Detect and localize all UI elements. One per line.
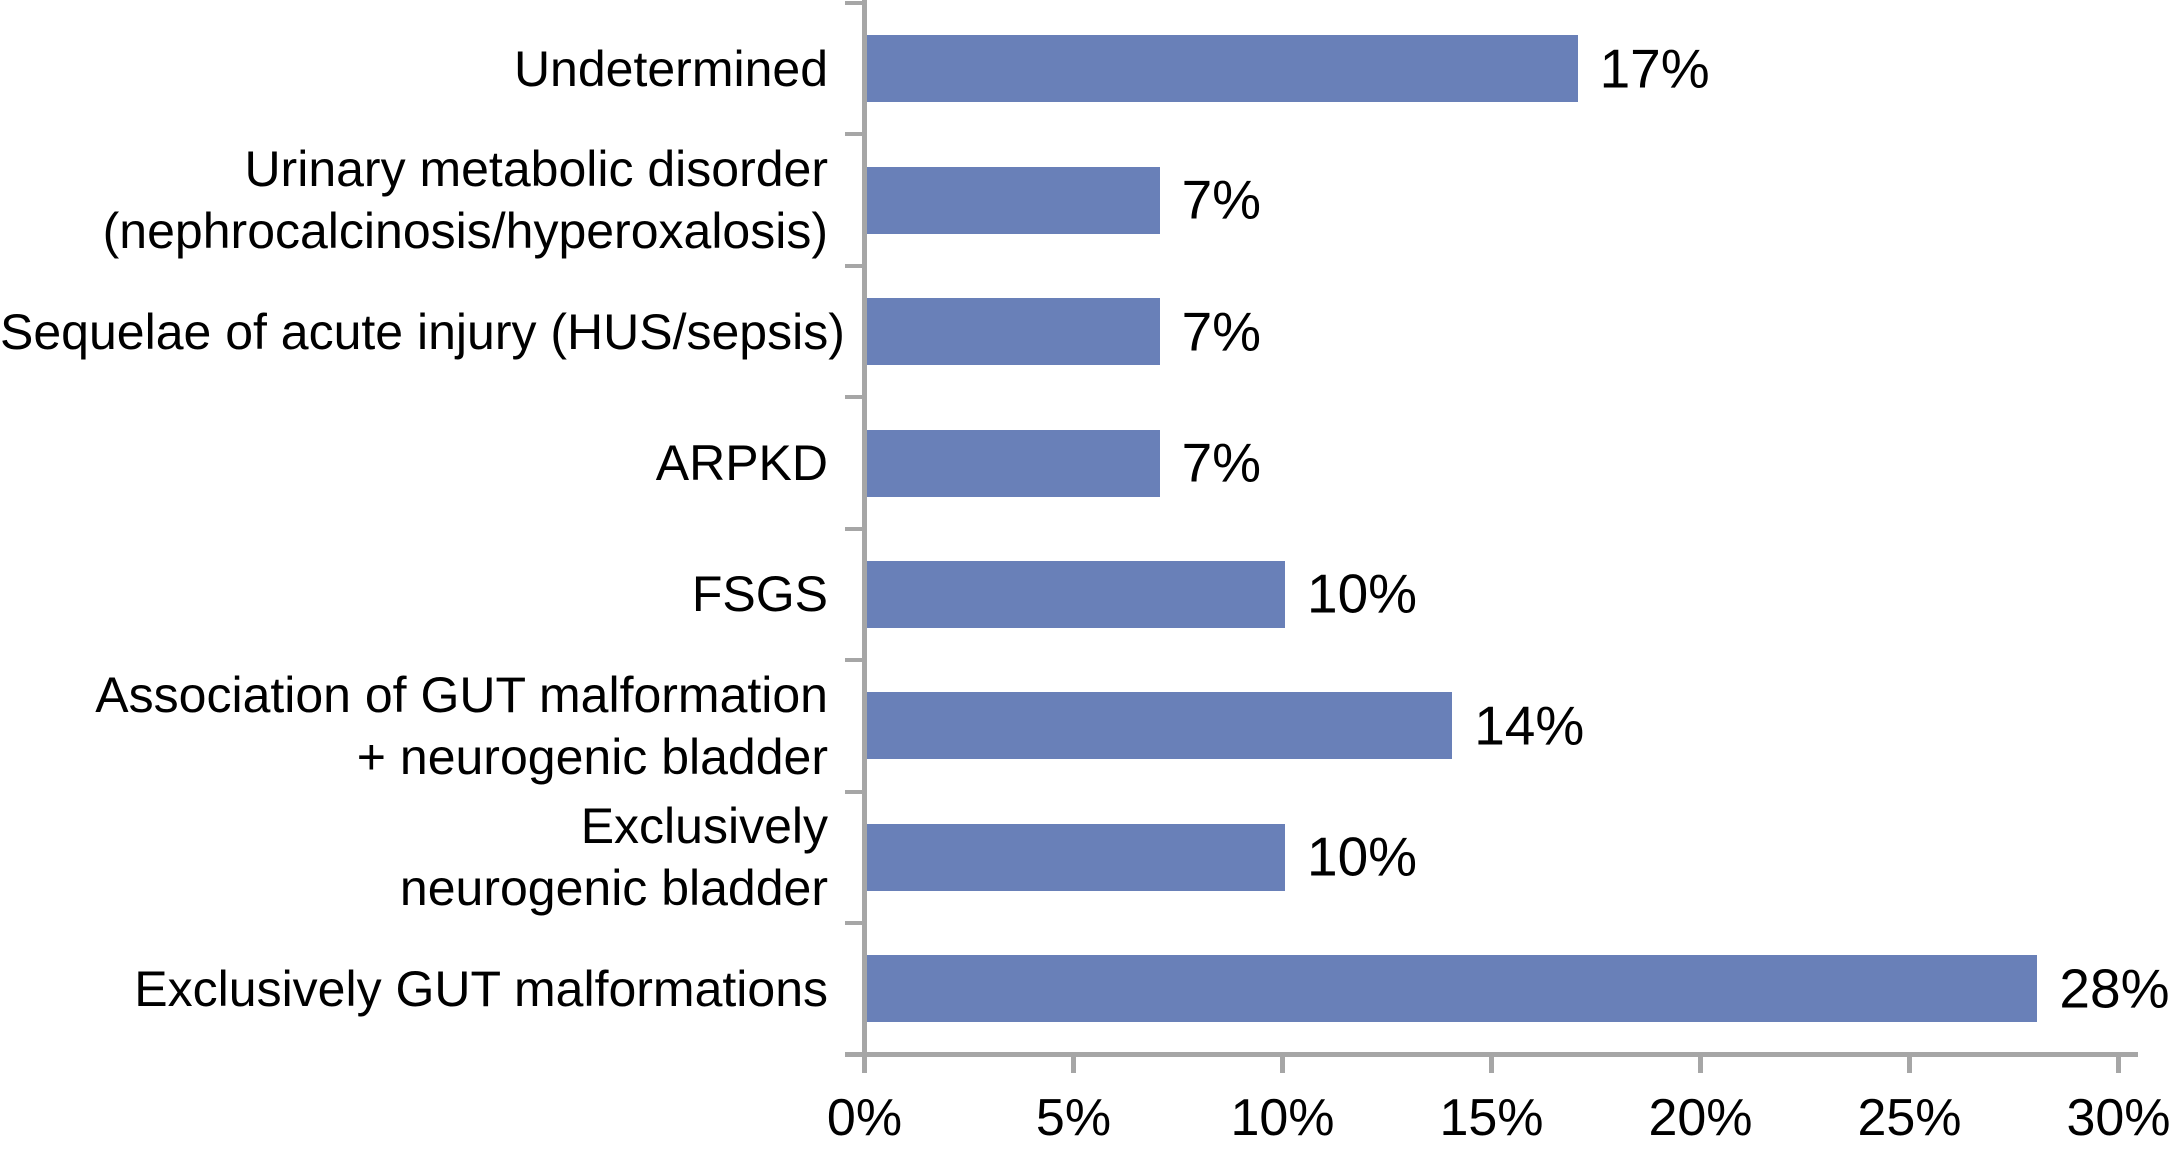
x-axis-tick-label: 0% <box>826 1089 903 1147</box>
category-label: Undetermined <box>0 38 828 100</box>
value-label: 10% <box>1307 562 1418 625</box>
x-axis-tick <box>862 1057 867 1073</box>
x-axis-line <box>845 1052 2138 1057</box>
bar <box>867 298 1160 366</box>
bar <box>867 955 2038 1023</box>
y-axis-tick <box>845 395 862 400</box>
category-label-line: Exclusively <box>580 798 828 855</box>
y-axis-tick <box>845 526 862 531</box>
x-axis-tick <box>2116 1057 2121 1073</box>
category-label-line: Sequelae of acute injury (HUS/sepsis) <box>0 303 845 360</box>
value-label: 17% <box>1599 37 1710 100</box>
x-axis-tick-label: 5% <box>1035 1089 1112 1147</box>
value-label: 7% <box>1181 300 1262 363</box>
category-label-line: FSGS <box>691 566 828 623</box>
value-label: 14% <box>1474 694 1585 757</box>
category-label-line: (nephrocalcinosis/hyperoxalosis) <box>102 203 828 260</box>
category-label-line: ARPKD <box>655 435 828 492</box>
bar <box>867 166 1160 234</box>
category-label: Urinary metabolic disorder (nephrocalcino… <box>0 138 828 262</box>
category-label-line: Undetermined <box>513 40 828 97</box>
category-label: Association of GUT malformation + neuroge… <box>0 664 828 788</box>
x-axis-tick <box>1907 1057 1912 1073</box>
x-axis-tick-label: 10% <box>1230 1089 1335 1147</box>
value-label: 28% <box>2059 957 2169 1020</box>
y-axis-tick <box>845 132 862 137</box>
value-label: 7% <box>1181 431 1262 494</box>
category-label: FSGS <box>0 563 828 625</box>
category-label-line: neurogenic bladder <box>399 860 828 917</box>
x-axis-tick <box>1280 1057 1285 1073</box>
x-axis-tick-label: 20% <box>1648 1089 1753 1147</box>
y-axis-tick <box>845 789 862 794</box>
category-label: Exclusively neurogenic bladder <box>0 795 828 919</box>
y-axis-tick <box>845 1052 862 1057</box>
bar <box>867 692 1453 760</box>
bar <box>867 823 1285 891</box>
value-label: 7% <box>1181 168 1262 231</box>
category-label-line: Exclusively GUT malformations <box>134 960 828 1017</box>
bar <box>867 560 1285 628</box>
y-axis-tick <box>845 921 862 926</box>
category-label: Exclusively GUT malformations <box>0 958 828 1020</box>
bar <box>867 35 1578 103</box>
y-axis-line <box>862 0 867 1057</box>
y-axis-tick <box>845 263 862 268</box>
x-axis-tick <box>1071 1057 1076 1073</box>
x-axis-tick <box>1698 1057 1703 1073</box>
x-axis-tick <box>1489 1057 1494 1073</box>
x-axis-tick-label: 30% <box>2066 1089 2169 1147</box>
x-axis-tick-label: 15% <box>1439 1089 1544 1147</box>
category-label: Sequelae of acute injury (HUS/sepsis) <box>0 301 845 363</box>
category-label-line: + neurogenic bladder <box>356 728 828 785</box>
category-label-line: Association of GUT malformation <box>95 666 828 723</box>
category-label-line: Urinary metabolic disorder <box>244 141 828 198</box>
value-label: 10% <box>1307 825 1418 888</box>
y-axis-tick <box>845 1 862 5</box>
y-axis-tick <box>845 658 862 663</box>
x-axis-tick-label: 25% <box>1857 1089 1962 1147</box>
category-label: ARPKD <box>0 432 828 494</box>
bar <box>867 429 1160 497</box>
